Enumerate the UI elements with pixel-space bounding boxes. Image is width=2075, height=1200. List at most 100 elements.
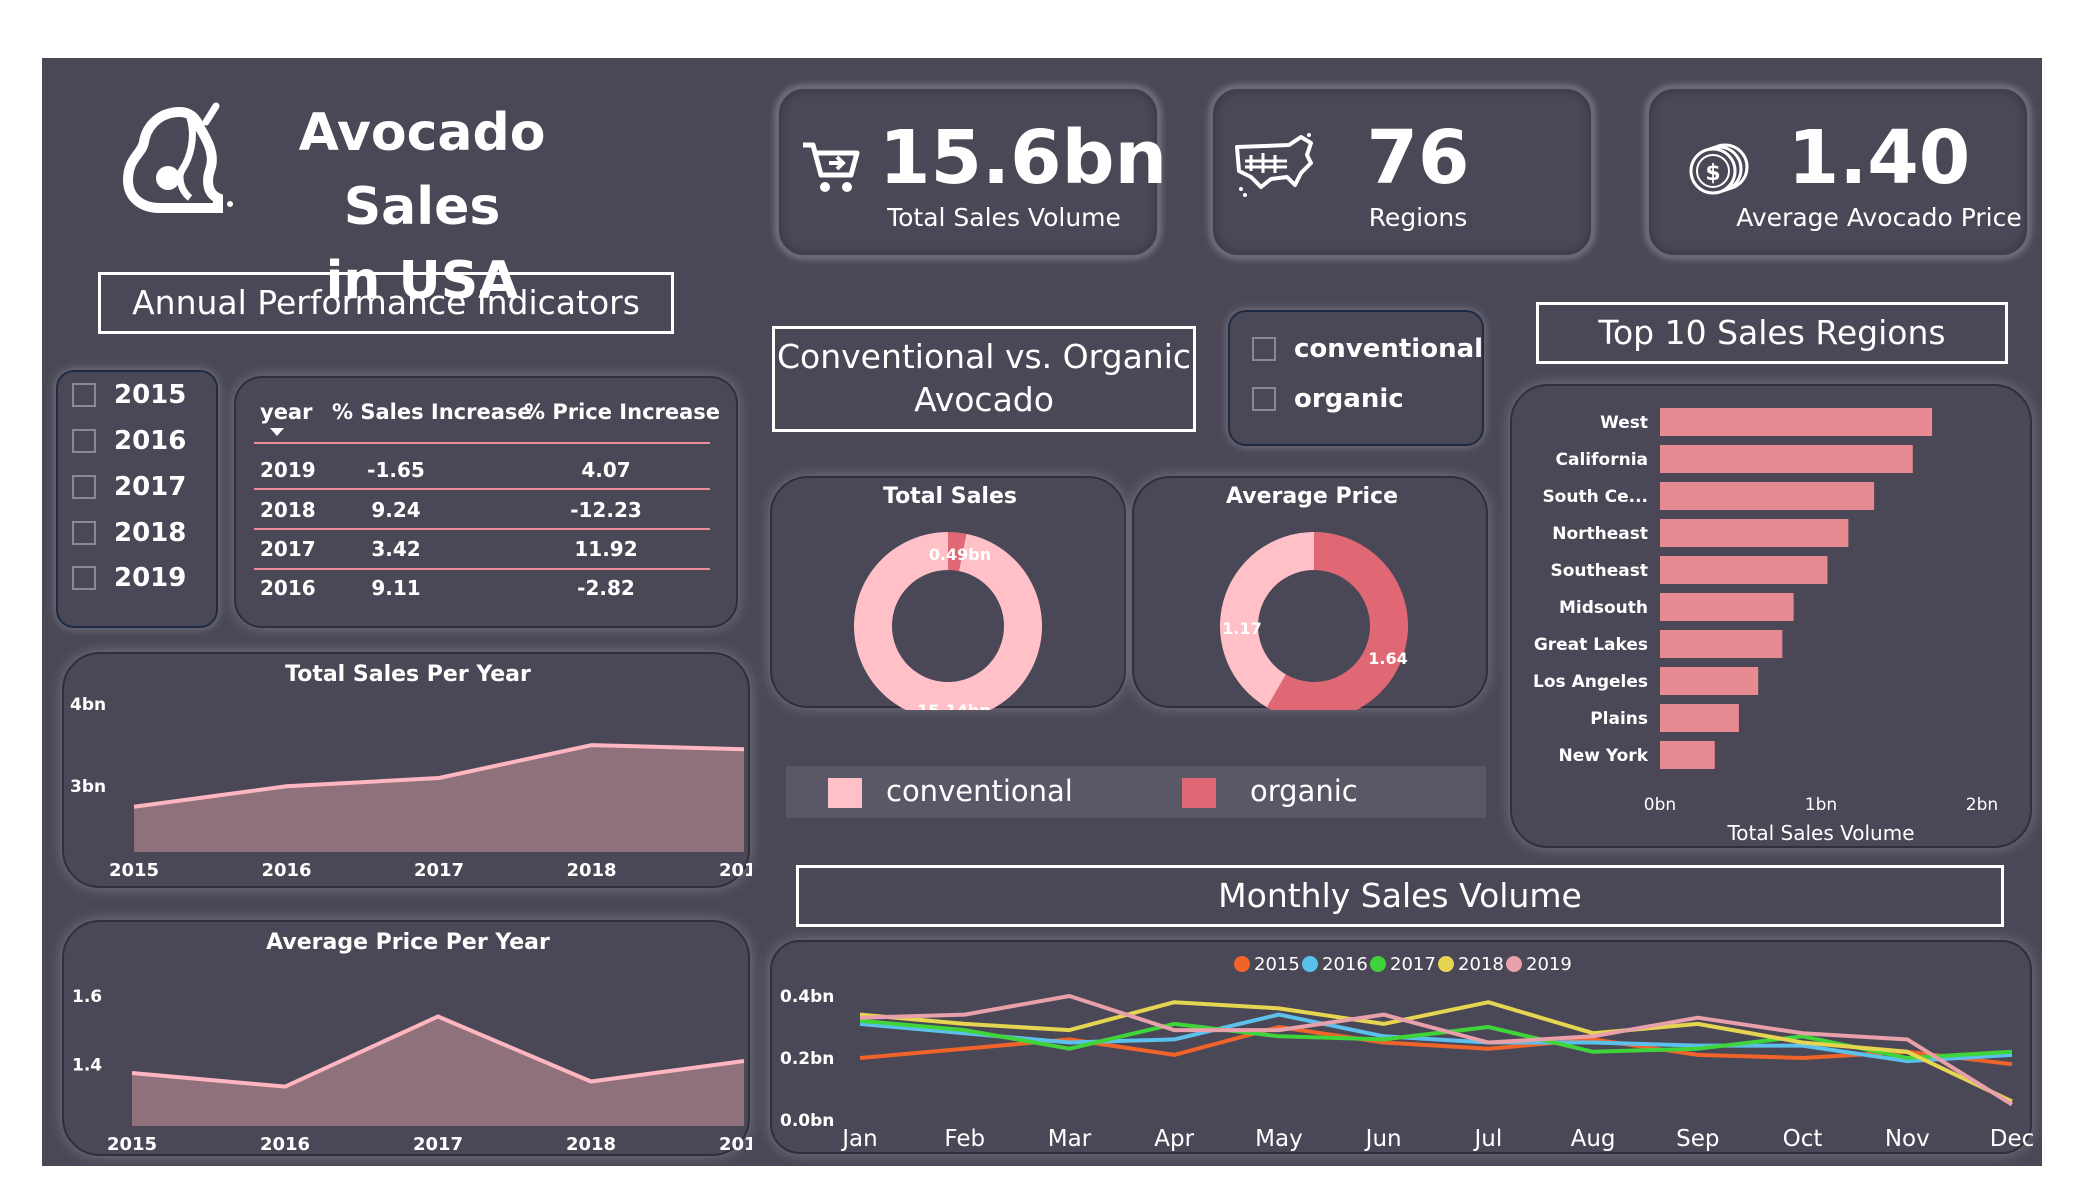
donut-slice-conventional — [1220, 532, 1314, 708]
title-line-2: Avocado — [914, 380, 1054, 419]
x-tick-label: May — [1255, 1126, 1303, 1152]
region-label: Great Lakes — [1534, 635, 1648, 655]
checkbox[interactable] — [72, 475, 96, 499]
checkbox[interactable] — [72, 521, 96, 545]
donut-data-label: 1.17 — [1222, 619, 1261, 638]
legend-marker — [1438, 956, 1454, 972]
x-tick-label: Jan — [840, 1126, 877, 1152]
title-line-1: Avocado Sales — [298, 103, 546, 237]
region-bar — [1660, 556, 1828, 584]
area-fill — [134, 745, 744, 852]
kpi-label: Average Avocado Price — [1736, 203, 2022, 232]
row-divider — [254, 528, 710, 530]
checkbox[interactable] — [72, 383, 96, 407]
total-sales-area-chart: 4bn 3bn 2015 2016 2017 2018 2019 — [70, 695, 752, 881]
donut-slice-conventional — [854, 532, 1042, 710]
legend-label: 2018 — [1458, 954, 1504, 975]
kpi-average-price: $ 1.40 Average Avocado Price — [1646, 86, 2030, 258]
average-price-donut-chart: 1.17 1.64 — [1220, 532, 1408, 710]
monthly-sales-panel: 0.0bn 0.2bn 0.4bn Jan Feb Mar Apr May Jun Jul Aug S… — [770, 940, 2034, 1154]
legend-label: 2016 — [1322, 954, 1368, 975]
sort-desc-icon[interactable] — [270, 428, 284, 436]
checkbox[interactable] — [1252, 387, 1276, 411]
region-label: Midsouth — [1559, 598, 1648, 618]
x-tick-label: Jul — [1472, 1126, 1502, 1152]
region-label: West — [1600, 413, 1648, 433]
x-tick-label: 2bn — [1966, 795, 1998, 815]
legend-label: 2015 — [1254, 954, 1300, 975]
series-line-2017 — [859, 1018, 2013, 1060]
cell-year: 2017 — [260, 537, 316, 561]
cell-sales: -1.65 — [367, 458, 425, 482]
y-tick-label: 4bn — [70, 695, 106, 715]
x-tick-label: 2017 — [414, 860, 464, 881]
x-tick-label: 2016 — [260, 1134, 310, 1155]
x-tick-label: Feb — [944, 1126, 985, 1152]
option-label: organic — [1294, 384, 1404, 414]
x-tick-label: Dec — [1990, 1126, 2034, 1152]
checkbox[interactable] — [72, 429, 96, 453]
cell-year: 2019 — [260, 458, 316, 482]
legend-label: 2019 — [1526, 954, 1572, 975]
table-header-price[interactable]: % Price Increase — [524, 400, 721, 424]
region-label: South Ce... — [1542, 487, 1648, 507]
option-label: conventional — [1294, 334, 1484, 364]
region-label: Southeast — [1550, 561, 1648, 581]
type-option-conventional[interactable]: conventional — [1252, 334, 1483, 364]
avocado-icon — [122, 102, 233, 213]
type-slicer: conventional organic — [1228, 310, 1484, 446]
year-option-2018[interactable]: 2018 — [72, 518, 186, 548]
x-tick-label: 2015 — [109, 860, 159, 881]
svg-text:$: $ — [1705, 161, 1720, 186]
x-tick-label: 1bn — [1805, 795, 1837, 815]
donut-data-label: 0.49bn — [929, 545, 991, 564]
row-divider — [254, 568, 710, 570]
total-sales-donut-panel: Total Sales 15.14bn 0.49bn — [770, 476, 1126, 710]
x-axis-title: Total Sales Volume — [1726, 821, 1914, 845]
year-option-2017[interactable]: 2017 — [72, 472, 186, 502]
x-tick-label: Nov — [1885, 1126, 1930, 1152]
type-option-organic[interactable]: organic — [1252, 384, 1404, 414]
legend-label-conventional: conventional — [886, 774, 1073, 808]
option-label: 2016 — [114, 426, 187, 456]
kpi-regions: 76 Regions — [1210, 86, 1594, 258]
y-tick-label: 0.2bn — [780, 1049, 834, 1069]
donut-slice-organic — [948, 532, 967, 572]
checkbox[interactable] — [72, 566, 96, 590]
series-line-2019 — [859, 994, 2014, 1107]
x-tick-label: 2019 — [719, 1134, 752, 1155]
region-label: California — [1556, 450, 1648, 470]
table-header-year[interactable]: year — [260, 400, 313, 424]
area-line — [133, 743, 745, 809]
year-slicer: 2015 2016 2017 2018 2019 — [56, 370, 218, 628]
cart-icon — [803, 142, 860, 192]
chart-title: Average Price Per Year — [266, 930, 550, 955]
y-tick-label: 1.4 — [72, 1055, 102, 1075]
cell-sales: 3.42 — [371, 537, 421, 561]
year-option-2015[interactable]: 2015 — [72, 380, 186, 410]
usa-map-icon — [1235, 133, 1313, 197]
kpi-total-sales-volume: 15.6bn Total Sales Volume — [776, 86, 1167, 258]
monthly-sales-title: Monthly Sales Volume — [796, 865, 2004, 927]
x-tick-label: Mar — [1048, 1126, 1092, 1152]
year-option-2016[interactable]: 2016 — [72, 426, 186, 456]
y-tick-label: 3bn — [70, 777, 106, 797]
x-tick-label: Aug — [1571, 1126, 1616, 1152]
total-sales-per-year-panel: Total Sales Per Year 4bn 3bn 2015 2016 2017 2… — [62, 652, 752, 888]
cell-price: -2.82 — [577, 576, 635, 600]
legend-marker — [1506, 956, 1522, 972]
legend-swatch-organic — [1182, 778, 1216, 808]
year-option-2019[interactable]: 2019 — [72, 563, 186, 593]
average-price-area-chart: 1.6 1.4 2015 2016 2017 2018 2019 — [72, 987, 752, 1155]
chart-title: Average Price — [1225, 484, 1398, 509]
cell-price: 4.07 — [581, 458, 631, 482]
region-bar — [1660, 445, 1913, 473]
checkbox[interactable] — [1252, 337, 1276, 361]
chart-title: Total Sales — [882, 484, 1017, 509]
x-tick-label: Apr — [1154, 1126, 1194, 1152]
table-header-sales[interactable]: % Sales Increase — [332, 400, 532, 424]
region-bar — [1660, 630, 1783, 658]
donut-data-label: 15.14bn — [917, 701, 990, 710]
cell-price: 11.92 — [574, 537, 638, 561]
region-bar — [1660, 482, 1875, 510]
